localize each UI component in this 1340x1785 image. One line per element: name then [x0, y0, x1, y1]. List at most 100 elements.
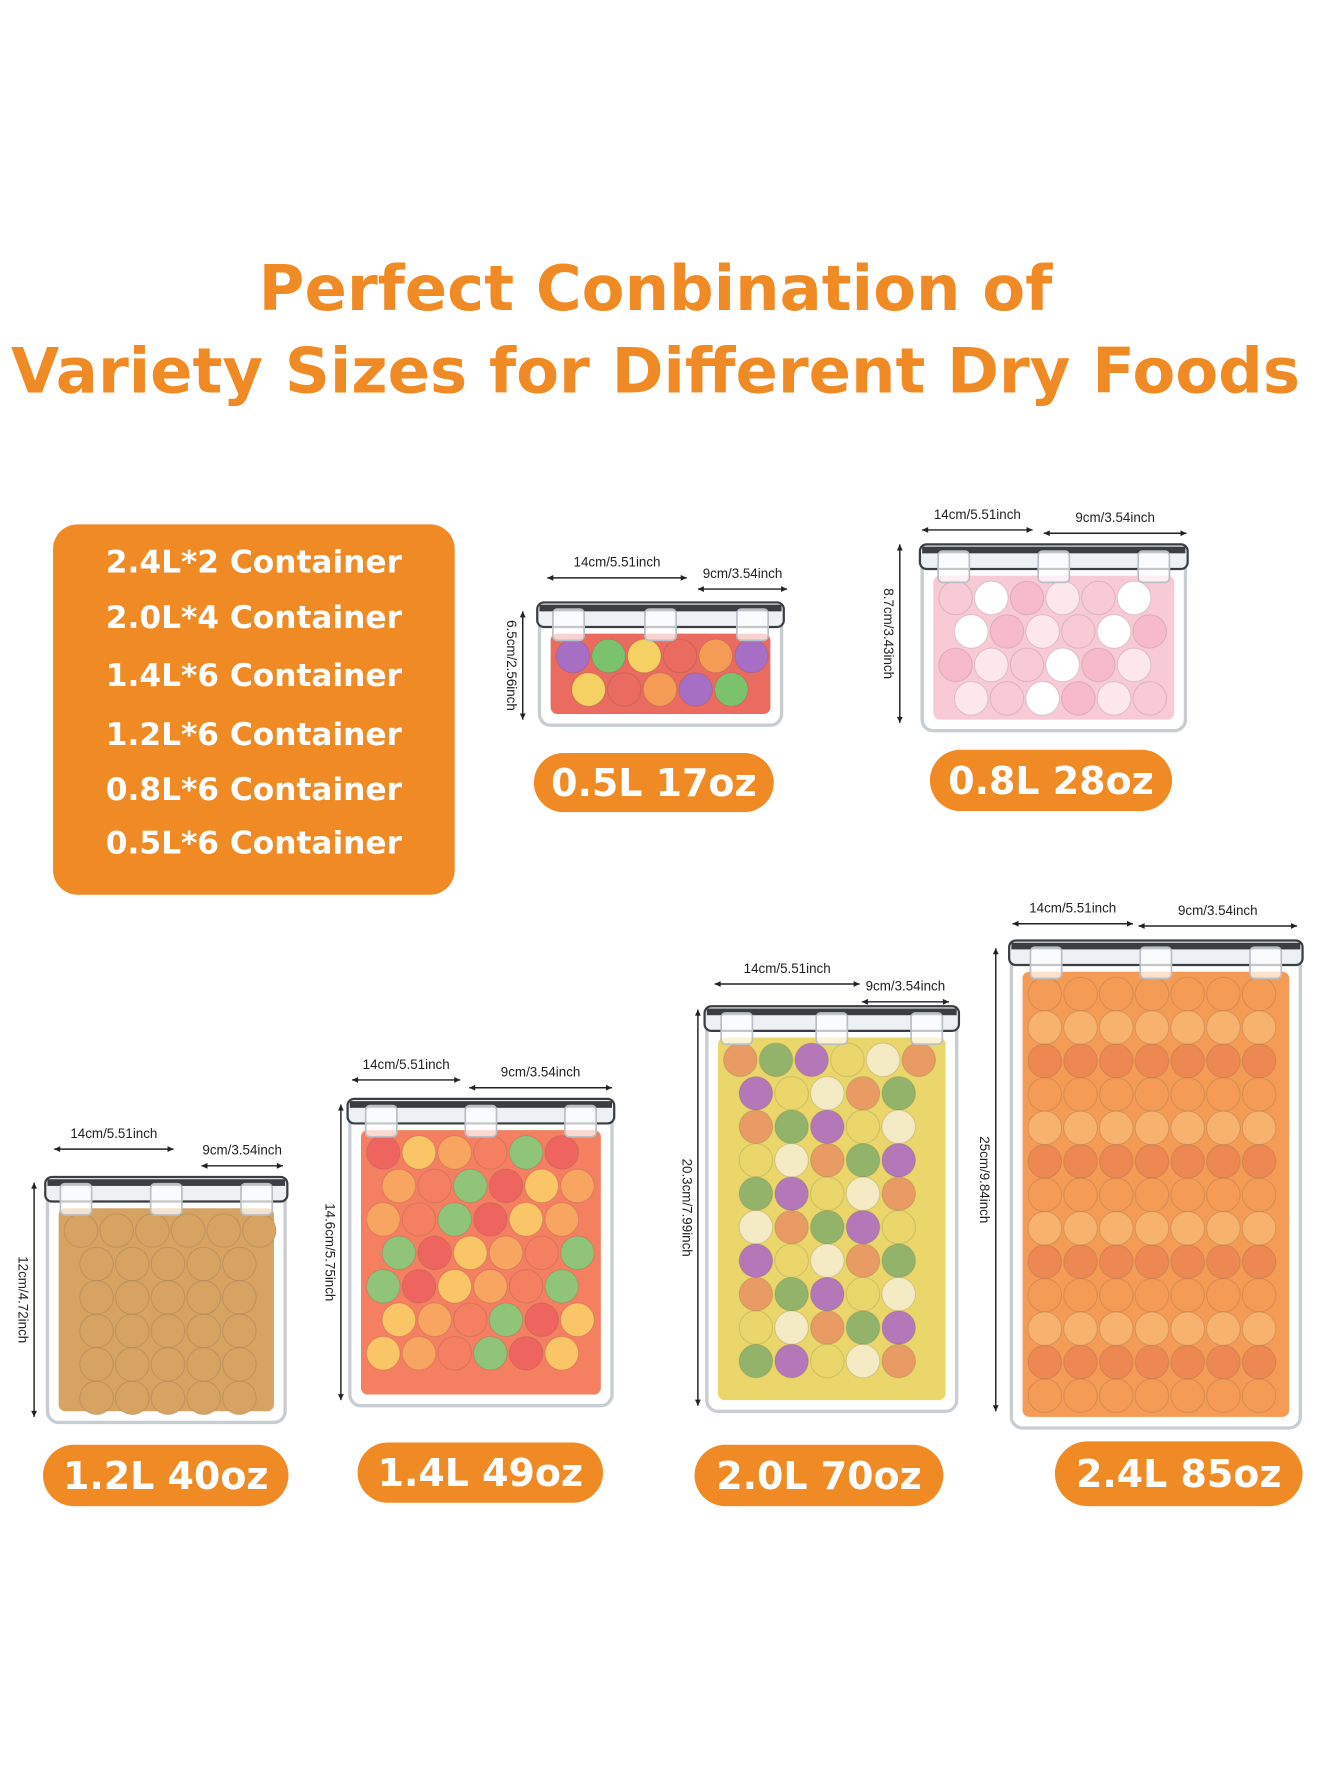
food-piece [206, 1213, 242, 1248]
lid-seal [706, 1008, 957, 1016]
lid-clip [720, 1012, 754, 1046]
arrow-head [1026, 527, 1033, 533]
food-piece [453, 1235, 488, 1271]
title-line: Perfect Conbination of [259, 252, 1053, 325]
size-label: 1.4L 49oz [378, 1451, 583, 1495]
food-piece [365, 1335, 401, 1371]
size-label: 2.4L 85oz [1076, 1452, 1281, 1496]
lid-seal [349, 1101, 612, 1108]
food-piece [437, 1269, 472, 1304]
depth-dimension: 9cm/3.54inch [1178, 903, 1258, 918]
container-body [705, 1013, 959, 1413]
container-body [1009, 947, 1303, 1430]
food-piece [417, 1168, 452, 1204]
food-piece [473, 1269, 508, 1304]
food-piece [437, 1202, 472, 1237]
food-piece [830, 1042, 865, 1078]
food-piece [678, 672, 713, 707]
food-piece [417, 1302, 452, 1338]
lid-clip [564, 1104, 597, 1138]
food-piece [1096, 681, 1132, 716]
arrow-head [454, 1077, 461, 1083]
arrow-head [992, 948, 999, 955]
food-piece [1025, 614, 1060, 649]
size-label: 0.5L 17oz [551, 761, 756, 805]
food-piece [1061, 614, 1096, 649]
height-dimension: 14.6cm/5.75inch [322, 1203, 337, 1301]
width-dimension: 14cm/5.51inch [934, 507, 1021, 522]
food-piece [453, 1168, 488, 1204]
food-piece [989, 681, 1025, 716]
food-piece [114, 1380, 150, 1416]
food-piece [560, 1235, 595, 1271]
arrow-head [352, 1077, 359, 1083]
food-piece [560, 1168, 595, 1204]
food-piece [488, 1302, 524, 1338]
arrow-head [1126, 920, 1133, 927]
arrow-head [1138, 923, 1145, 929]
food-piece [401, 1335, 437, 1371]
food-piece [417, 1235, 452, 1271]
arrow-head [680, 574, 687, 581]
lid-seal [1011, 942, 1301, 950]
arrow-head [896, 544, 903, 551]
lid-clip [364, 1104, 398, 1138]
lid-clip [464, 1104, 498, 1138]
food-piece [1132, 614, 1168, 649]
food-piece [544, 1335, 580, 1371]
arrow-head [992, 1405, 999, 1412]
food-piece [1009, 580, 1045, 616]
food-piece [544, 1269, 580, 1304]
arrow-head [31, 1182, 38, 1189]
arrow-head [276, 1162, 283, 1169]
arrow-head [853, 981, 860, 987]
food-piece [974, 580, 1009, 616]
arrow-head [694, 1399, 701, 1406]
food-piece [642, 672, 678, 707]
food-piece [508, 1202, 544, 1237]
width-dimension: 14cm/5.51inch [1029, 901, 1116, 916]
size-pill [1054, 1441, 1303, 1507]
food-piece [365, 1269, 401, 1304]
size-label: 1.2L 40oz [63, 1454, 268, 1498]
food-piece [1116, 580, 1152, 616]
food-piece [989, 614, 1025, 649]
title-line: Variety Sizes for Different Dry Foods [11, 335, 1300, 408]
food-piece [508, 1269, 544, 1304]
arrow-head [781, 586, 788, 592]
depth-dimension: 9cm/3.54inch [501, 1065, 581, 1080]
food-piece [627, 638, 662, 674]
food-piece [544, 1202, 580, 1237]
set-contents-box [53, 524, 455, 895]
depth-dimension: 9cm/3.54inch [866, 979, 946, 994]
lid-clip [1029, 946, 1063, 980]
lid-clip [240, 1182, 274, 1216]
food-piece [401, 1269, 437, 1304]
set-item: 1.4L*6 Container [106, 658, 403, 694]
food-piece [488, 1168, 524, 1204]
height-dimension: 12cm/4.72inch [15, 1256, 30, 1343]
set-item: 0.5L*6 Container [106, 825, 403, 861]
lid-clip [736, 608, 769, 642]
lid-clip [149, 1182, 183, 1216]
size-pill [929, 749, 1173, 812]
food-piece [794, 1042, 829, 1078]
arrow-head [922, 527, 929, 533]
lid-clip [937, 550, 971, 584]
arrow-head [605, 1084, 612, 1091]
height-dimension: 25cm/9.84inch [977, 1136, 992, 1223]
food-piece [1081, 647, 1116, 683]
height-dimension: 6.5cm/2.56inch [504, 620, 519, 711]
height-dimension: 20.3cm/7.99inch [679, 1159, 694, 1257]
food-piece [488, 1235, 524, 1271]
lid-clip [1037, 550, 1071, 584]
size-pill [357, 1442, 604, 1503]
width-dimension: 14cm/5.51inch [363, 1057, 450, 1072]
food-piece [1025, 681, 1060, 716]
lid-clip [815, 1012, 849, 1046]
food-piece [150, 1380, 186, 1416]
lid-clip [910, 1012, 944, 1046]
size-pill [694, 1444, 944, 1507]
food-piece [524, 1235, 559, 1271]
